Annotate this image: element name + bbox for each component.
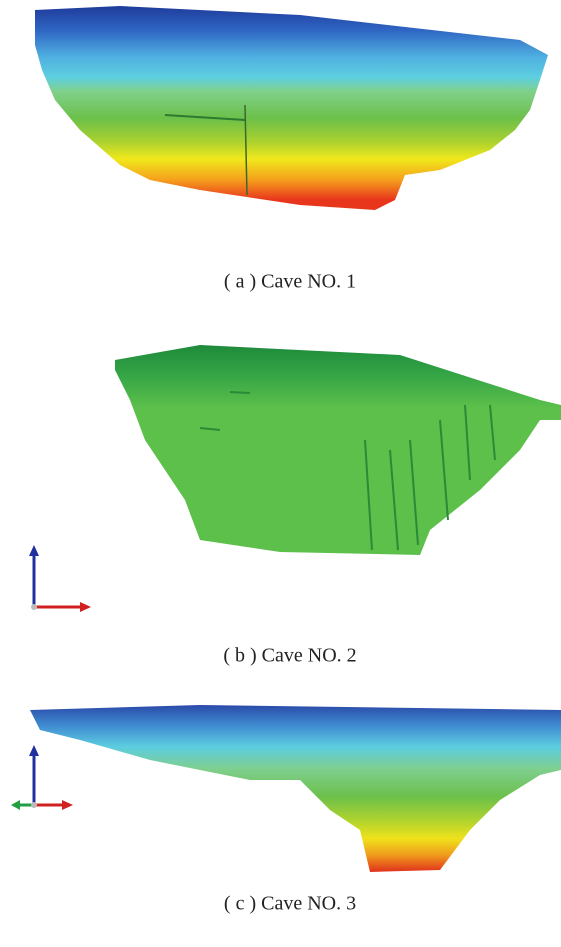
caption: ( b ) Cave NO. 2 [223,645,356,667]
figure: ( a ) Cave NO. 1 ( b ) Cave NO. 2 ( c ) … [0,0,561,947]
caption: ( c ) Cave NO. 3 [224,893,356,915]
caption: ( a ) Cave NO. 1 [224,271,356,293]
axis-icon [29,545,91,612]
cave-1-model [35,6,548,210]
cave-3-model [30,705,561,872]
page: ( a ) Cave NO. 1 ( b ) Cave NO. 2 ( c ) … [0,0,561,947]
axis-icon [11,745,73,810]
